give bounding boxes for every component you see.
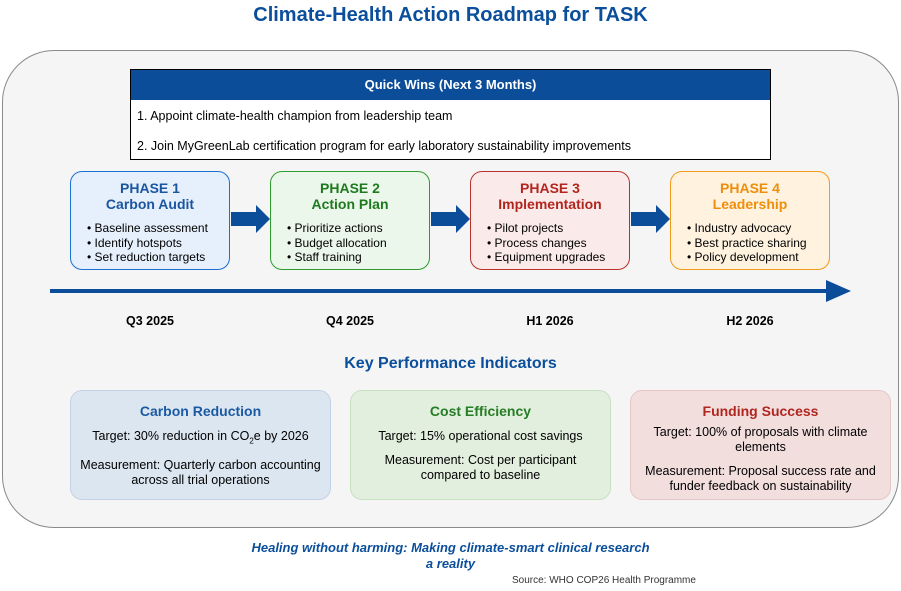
kpi-card-cost: Cost Efficiency Target: 15% operational … [350, 390, 611, 500]
phase-items: Prioritize actions Budget allocation Sta… [271, 221, 429, 265]
phase-item: Process changes [487, 236, 629, 251]
phase-item: Staff training [287, 250, 429, 265]
phase-number: PHASE 2 [320, 180, 380, 196]
phase-arrow-2-3 [431, 205, 470, 233]
phase-item: Budget allocation [287, 236, 429, 251]
phase-number: PHASE 4 [720, 180, 780, 196]
phase-arrow-1-2 [231, 205, 270, 233]
phase-3-box: PHASE 3 Implementation Pilot projects Pr… [470, 171, 630, 270]
phase-item: Policy development [687, 250, 829, 265]
phase-name: Leadership [712, 196, 788, 212]
quick-win-item: 1. Appoint climate-health champion from … [137, 109, 453, 123]
phase-2-box: PHASE 2 Action Plan Prioritize actions B… [270, 171, 430, 270]
phase-name: Implementation [498, 196, 602, 212]
phase-item: Pilot projects [487, 221, 629, 236]
kpi-measurement: Measurement: Cost per participant compar… [384, 453, 577, 482]
kpi-title: Carbon Reduction [139, 403, 262, 419]
kpi-target: Target: 15% operational cost savings [378, 429, 583, 443]
tagline: Healing without harming: Making climate-… [0, 540, 901, 572]
phase-date: H2 2026 [726, 314, 774, 328]
phase-item: Identify hotspots [87, 236, 229, 251]
phase-4-box: PHASE 4 Leadership Industry advocacy Bes… [670, 171, 830, 270]
kpi-target-text: Target: 30% reduction in CO [92, 429, 250, 443]
phase-items: Baseline assessment Identify hotspots Se… [71, 221, 229, 265]
phase-date: Q4 2025 [326, 314, 374, 328]
phase-item: Best practice sharing [687, 236, 829, 251]
phase-items: Industry advocacy Best practice sharing … [671, 221, 829, 265]
kpi-section-title: Key Performance Indicators [344, 355, 557, 372]
quick-wins-header: Quick Wins (Next 3 Months) [131, 70, 770, 100]
phase-item: Equipment upgrades [487, 250, 629, 265]
phase-number: PHASE 3 [520, 180, 580, 196]
kpi-title: Cost Efficiency [429, 403, 532, 419]
phase-name: Action Plan [311, 196, 389, 212]
phase-name: Carbon Audit [105, 196, 195, 212]
tagline-text: Healing without harming: Making climate-… [251, 540, 650, 571]
phase-date: Q3 2025 [126, 314, 174, 328]
phase-item: Set reduction targets [87, 250, 229, 265]
quick-win-item: 2. Join MyGreenLab certification program… [137, 139, 631, 153]
kpi-measurement: Measurement: Quarterly carbon accounting… [80, 457, 321, 487]
phase-1-box: PHASE 1 Carbon Audit Baseline assessment… [70, 171, 230, 270]
kpi-target: Target: 30% reduction in CO2e by 2026 [71, 429, 330, 449]
kpi-card-funding: Funding Success Target: 100% of proposal… [630, 390, 891, 500]
phase-item: Prioritize actions [287, 221, 429, 236]
kpi-target: Target: 100% of proposals with climate e… [653, 425, 868, 454]
phase-item: Baseline assessment [87, 221, 229, 236]
phase-date: H1 2026 [526, 314, 574, 328]
quick-wins-table: Quick Wins (Next 3 Months) 1. Appoint cl… [130, 69, 771, 160]
timeline-arrowhead [826, 280, 851, 302]
kpi-card-carbon: Carbon Reduction Target: 30% reduction i… [70, 390, 331, 500]
phase-items: Pilot projects Process changes Equipment… [471, 221, 629, 265]
phase-number: PHASE 1 [120, 180, 180, 196]
kpi-target-subscript: 2 [249, 436, 254, 446]
source-note: Source: WHO COP26 Health Programme [512, 575, 696, 586]
kpi-measurement: Measurement: Proposal success rate and f… [645, 464, 876, 493]
page-title: Climate-Health Action Roadmap for TASK [253, 4, 648, 26]
phase-arrow-3-4 [631, 205, 670, 233]
kpi-title: Funding Success [702, 403, 819, 419]
phase-item: Industry advocacy [687, 221, 829, 236]
kpi-target-suffix: e by 2026 [253, 429, 309, 443]
